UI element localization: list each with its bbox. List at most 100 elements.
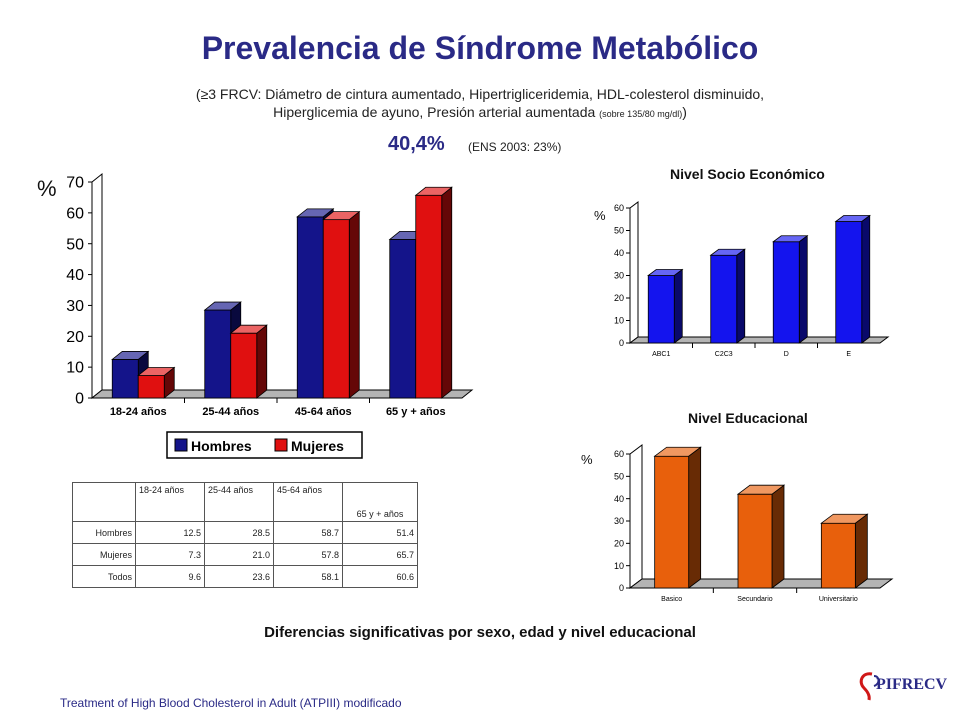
x-category-label: E (846, 351, 851, 358)
table-row: Mujeres 7.3 21.0 57.8 65.7 (72, 543, 418, 566)
y-tick-label: 50 (614, 471, 624, 481)
y-tick-label: 30 (614, 271, 624, 281)
bar (710, 254, 738, 344)
x-category-label: Secundario (737, 596, 773, 603)
y-tick-label: 40 (66, 267, 84, 284)
bar (111, 359, 139, 399)
bar-top (111, 351, 150, 360)
legend-box (166, 431, 363, 459)
y-tick-label: 60 (614, 449, 624, 459)
bar (647, 275, 675, 344)
bar-top (820, 513, 869, 524)
x-category-label: C2C3 (715, 351, 733, 358)
heart-logo-icon (859, 672, 880, 701)
bar (322, 219, 350, 399)
y-axis-side-wall (629, 444, 643, 589)
y-tick-label: 0 (619, 338, 624, 348)
y-tick-label: 10 (614, 561, 624, 571)
subtitle-line-1: (≥3 FRCV: Diámetro de cintura aumentado,… (195, 86, 765, 102)
table-cell: 58.7 (273, 521, 343, 544)
table-header-cell: 25-44 años (204, 482, 274, 522)
x-category-label: Universitario (819, 596, 858, 603)
x-category-label: ABC1 (652, 351, 670, 358)
table-row: Hombres 12.5 28.5 58.7 51.4 (72, 521, 418, 544)
table-cell: 23.6 (204, 565, 274, 588)
bar-top (647, 269, 684, 276)
y-tick-label: 0 (75, 391, 84, 408)
conclusion-text: Diferencias significativas por sexo, eda… (264, 624, 696, 641)
table-header-row: 18-24 años 25-44 años 45-64 años 65 y + … (72, 482, 418, 522)
row-label: Mujeres (72, 543, 136, 566)
table-cell: 57.8 (273, 543, 343, 566)
x-category-label: 65 y + años (386, 406, 446, 418)
y-tick-label: 40 (614, 494, 624, 504)
table-cell: 7.3 (135, 543, 205, 566)
bar-top (322, 211, 361, 221)
legend-label: Mujeres (291, 438, 344, 454)
bar-top (137, 367, 176, 376)
edu-chart-title: Nivel Educacional (688, 410, 808, 426)
legend-swatch (174, 438, 188, 452)
table-cell: 58.1 (273, 565, 343, 588)
nse-chart-title: Nivel Socio Económico (670, 166, 825, 182)
x-category-label: Basico (661, 596, 682, 603)
bar (820, 522, 856, 589)
bar (772, 241, 800, 344)
bar-top (414, 186, 453, 196)
bar-top (203, 301, 242, 311)
logo-text: PIFRECV (876, 676, 948, 693)
y-tick-label: 60 (614, 203, 624, 213)
y-tick-label: 20 (614, 538, 624, 548)
bar-top (834, 215, 871, 222)
table-cell: 65.7 (342, 543, 418, 566)
y-tick-label: 20 (614, 293, 624, 303)
x-category-label: D (784, 351, 789, 358)
row-label: Todos (72, 565, 136, 588)
subtitle-small-note: (sobre 135/80 mg/dl) (599, 109, 683, 119)
prevalence-value: 40,4% (388, 133, 445, 155)
x-category-label: 18-24 años (110, 406, 167, 418)
subtitle-line-2: Hiperglicemia de ayuno, Presión arterial… (0, 104, 960, 120)
data-table: 18-24 años 25-44 años 45-64 años 65 y + … (72, 482, 418, 588)
bar (230, 332, 258, 399)
bar-top (229, 324, 268, 334)
bar-top (296, 208, 335, 218)
table-cell: 12.5 (135, 521, 205, 544)
table-cell: 28.5 (204, 521, 274, 544)
bar-side (771, 484, 785, 589)
ens-note: (ENS 2003: 23%) (468, 140, 562, 154)
bar (204, 309, 232, 399)
table-cell: 51.4 (342, 521, 418, 544)
y-tick-label: 0 (619, 583, 624, 593)
table-cell: 60.6 (342, 565, 418, 588)
y-tick-label: 40 (614, 248, 624, 258)
footer-source: Treatment of High Blood Cholesterol in A… (60, 696, 402, 710)
table-row: Todos 9.6 23.6 58.1 60.6 (72, 565, 418, 588)
y-tick-label: 20 (66, 329, 84, 346)
bar (296, 216, 324, 399)
y-tick-label: 10 (66, 360, 84, 377)
bar (654, 455, 690, 589)
y-tick-label: 70 (66, 175, 84, 192)
bar-side (688, 446, 702, 589)
table-header-cell: 45-64 años (273, 482, 343, 522)
legend-label: Hombres (191, 438, 252, 454)
bar (389, 238, 417, 399)
x-category-label: 45-64 años (295, 406, 352, 418)
y-tick-label: 30 (614, 516, 624, 526)
table-header-cell (72, 482, 136, 522)
legend-swatch (274, 438, 288, 452)
y-tick-label: 50 (66, 236, 84, 253)
y-tick-label: 10 (614, 316, 624, 326)
y-tick-label: 60 (66, 205, 84, 222)
table-header-cell: 18-24 años (135, 482, 205, 522)
bar-top (772, 235, 809, 243)
pifrecv-logo: PIFRECV (854, 668, 954, 704)
bar (415, 194, 443, 399)
nse-y-axis-label: % (594, 208, 606, 223)
main-y-axis-label: % (37, 176, 57, 201)
table-header-cell: 65 y + años (342, 482, 418, 522)
edu-y-axis-label: % (581, 452, 593, 467)
